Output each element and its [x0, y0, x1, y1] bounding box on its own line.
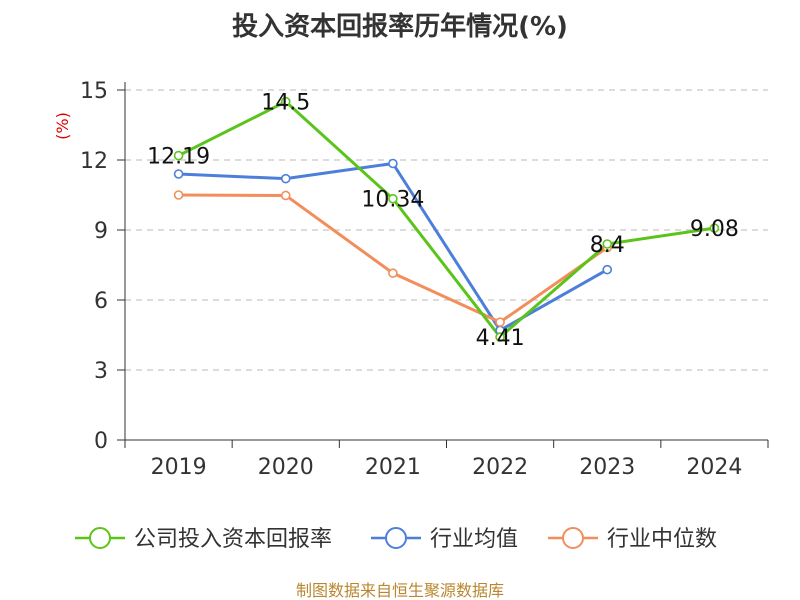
data-label: 14.5: [261, 91, 310, 116]
x-tick-label: 2021: [365, 455, 421, 480]
series-points: [173, 96, 720, 342]
legend-marker: [385, 527, 407, 549]
gridlines: [125, 89, 768, 371]
series-point-0: [280, 96, 291, 107]
series-point-0: [495, 332, 505, 342]
x-tick-label: 2024: [686, 455, 742, 480]
x-tick-label: 2020: [258, 455, 314, 480]
legend-label: 公司投入资本回报率: [134, 527, 332, 552]
series-line-2: [178, 193, 609, 324]
axes: [117, 82, 769, 448]
series-point-1: [602, 264, 613, 275]
series-point-0: [709, 223, 720, 233]
chart-title: 投入资本回报率历年情况(%): [232, 11, 568, 42]
y-tick-label: 3: [94, 359, 108, 384]
series-point-1: [173, 169, 184, 179]
data-labels: 12.19 14.5 10.34 4.41 8.4 9.08: [147, 91, 739, 351]
y-tick-label: 12: [80, 149, 108, 174]
y-tick-label: 9: [94, 219, 108, 244]
legend-marker: [562, 527, 584, 549]
series-point-2: [495, 317, 505, 327]
x-tick-label: 2019: [151, 455, 207, 480]
legend-label: 行业中位数: [607, 527, 717, 552]
legend: 公司投入资本回报率 行业均值 行业中位数: [75, 527, 717, 552]
y-axis-label: (%): [53, 112, 72, 140]
series-point-2: [388, 268, 398, 278]
data-label: 12.19: [147, 145, 210, 170]
data-label: 4.41: [476, 326, 525, 351]
data-label: 10.34: [361, 188, 424, 213]
y-tick-label: 6: [94, 289, 108, 314]
series-point-0: [173, 150, 184, 161]
series-point-1: [280, 173, 291, 184]
series-point-0: [602, 239, 613, 249]
series-point-2: [173, 190, 184, 200]
series-point-2: [280, 190, 291, 201]
legend-marker: [89, 527, 111, 549]
data-label: 8.4: [590, 233, 625, 258]
y-tick-label: 0: [94, 429, 108, 454]
y-tick-label: 15: [80, 79, 108, 104]
x-tick-label: 2023: [579, 455, 635, 480]
y-tick-labels: 0 3 6 9 12 15: [80, 79, 108, 454]
series-point-1: [388, 158, 398, 169]
source-note: 制图数据来自恒生聚源数据库: [296, 581, 504, 600]
x-tick-labels: 2019 2020 2021 2022 2023 2024: [151, 455, 743, 480]
series-point-0: [388, 193, 398, 204]
legend-label: 行业均值: [430, 527, 518, 552]
series-line-0: [177, 100, 715, 339]
x-tick-label: 2022: [472, 455, 528, 480]
series-lines: [177, 100, 715, 339]
data-label: 9.08: [690, 217, 739, 242]
